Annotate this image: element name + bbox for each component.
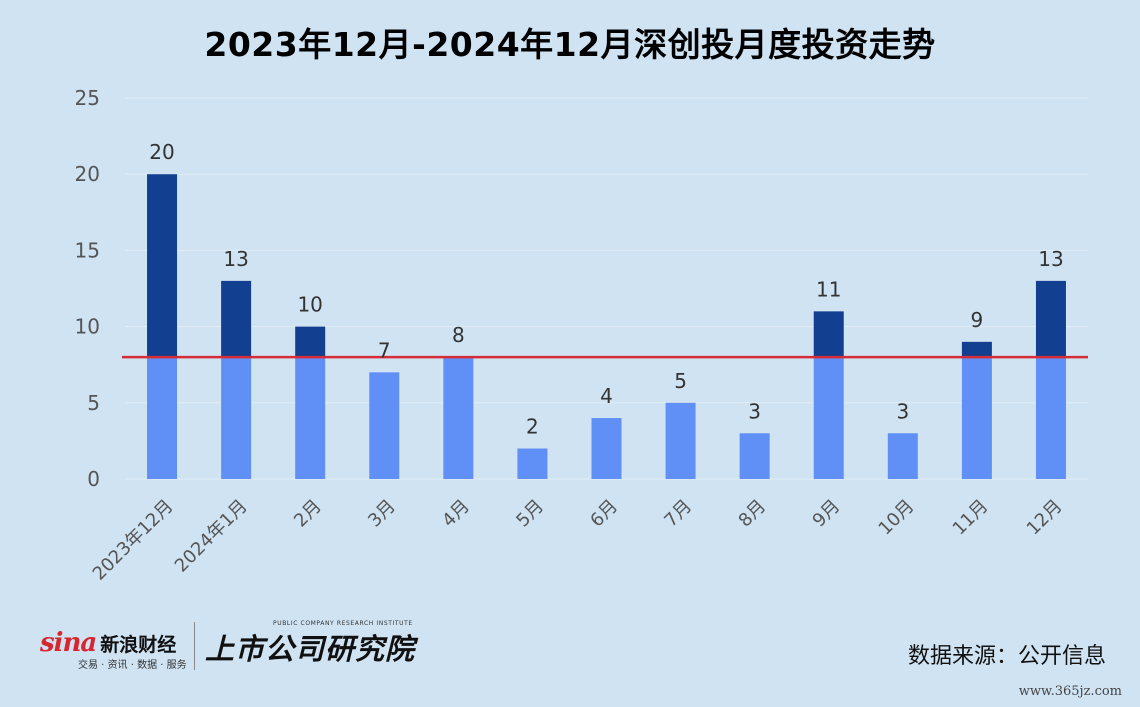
- institute-chinese-name: 上市公司研究院: [205, 632, 416, 666]
- bar-data-label: 3: [748, 399, 761, 423]
- sina-finance-logo: sina 新浪财经: [40, 628, 176, 658]
- x-tick-label: 5月: [512, 496, 548, 532]
- bar-data-label: 13: [223, 247, 248, 271]
- grid-lines: [125, 97, 1088, 480]
- x-tick-label: 7月: [660, 496, 696, 532]
- bar-base-segment: [221, 357, 252, 479]
- data-labels: 20 13 10 7 8 2 4 5 3 11 3 9 13: [149, 140, 1063, 438]
- bar-base-segment: [961, 357, 992, 479]
- bar-data-label: 9: [971, 308, 984, 332]
- bar-data-label: 10: [297, 293, 322, 317]
- data-source-note: 数据来源：公开信息: [907, 644, 1106, 669]
- institute-english-name: PUBLIC COMPANY RESEARCH INSTITUTE: [273, 620, 413, 627]
- research-institute-logo: PUBLIC COMPANY RESEARCH INSTITUTE 上市公司研究…: [205, 620, 415, 668]
- bars: [147, 174, 1066, 479]
- bar-data-label: 2: [526, 415, 539, 439]
- bar-base-segment: [147, 357, 178, 479]
- bar-data-label: 3: [896, 399, 909, 423]
- bar-base-segment: [1035, 357, 1066, 479]
- x-tick-label: 11月: [949, 496, 993, 540]
- watermark-text: www.365jz.com: [1018, 684, 1122, 699]
- bar-above-line-segment: [961, 341, 992, 358]
- x-tick-label: 2023年12月: [89, 496, 178, 585]
- x-tick-label: 8月: [735, 496, 771, 532]
- bar-base-segment: [887, 433, 918, 479]
- x-tick-label: 2024年1月: [171, 496, 252, 577]
- x-tick-label: 9月: [809, 496, 845, 532]
- bar-data-label: 4: [600, 384, 613, 408]
- sina-finance-name: 新浪财经: [100, 634, 177, 656]
- bar-above-line-segment: [1035, 280, 1066, 358]
- bar-data-label: 8: [452, 323, 465, 347]
- bar-above-line-segment: [221, 280, 252, 358]
- bar-base-segment: [517, 448, 548, 479]
- x-tick-label: 2月: [290, 496, 326, 532]
- y-tick-label: 20: [75, 162, 100, 186]
- bar-base-segment: [813, 357, 844, 479]
- x-tick-label: 6月: [586, 496, 622, 532]
- bar-data-label: 5: [674, 369, 687, 393]
- footer-divider: [194, 622, 195, 670]
- y-axis-ticks: 0 5 10 15 20 25: [75, 86, 100, 491]
- x-tick-label: 4月: [438, 496, 474, 532]
- chart-title: 2023年12月-2024年12月深创投月度投资走势: [204, 25, 936, 64]
- x-tick-label: 10月: [875, 496, 919, 540]
- bar-above-line-segment: [295, 326, 326, 358]
- y-tick-label: 0: [87, 467, 100, 491]
- sina-wordmark: sina: [40, 628, 97, 658]
- bar-base-segment: [369, 372, 400, 479]
- bar-data-label: 20: [149, 140, 174, 164]
- y-tick-label: 15: [75, 238, 100, 262]
- bar-above-line-segment: [813, 311, 844, 358]
- x-tick-label: 3月: [364, 496, 400, 532]
- sina-tagline: 交易 · 资讯 · 数据 · 服务: [78, 660, 187, 671]
- bar-base-segment: [443, 357, 474, 479]
- bar-base-segment: [665, 402, 696, 479]
- y-tick-label: 5: [87, 391, 100, 415]
- bar-above-line-segment: [147, 174, 178, 358]
- bar-data-label: 11: [816, 277, 841, 301]
- bar-data-label: 13: [1038, 247, 1063, 271]
- bar-base-segment: [591, 418, 622, 479]
- y-tick-label: 25: [75, 86, 100, 110]
- y-tick-label: 10: [75, 315, 100, 339]
- x-tick-label: 12月: [1023, 496, 1067, 540]
- bar-base-segment: [739, 433, 770, 479]
- bar-data-label: 7: [378, 338, 391, 362]
- bar-base-segment: [295, 357, 326, 479]
